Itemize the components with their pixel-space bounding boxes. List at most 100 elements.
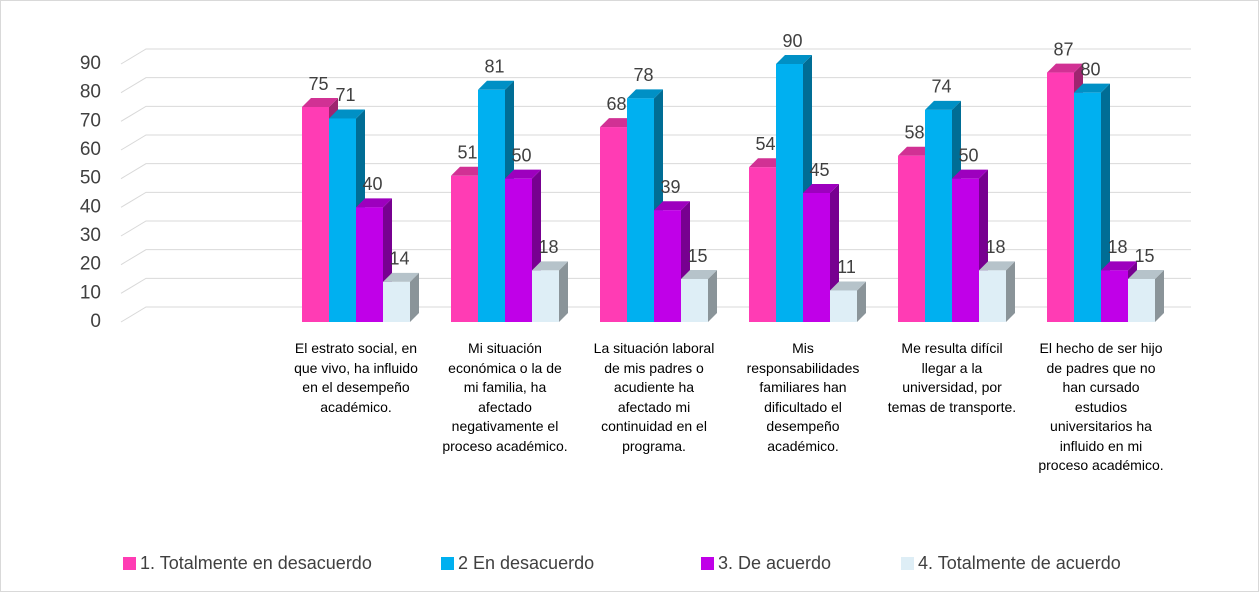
bar-top — [979, 261, 1015, 271]
data-label: 74 — [931, 77, 951, 97]
grid-line — [120, 277, 1191, 294]
data-label: 45 — [809, 160, 829, 180]
bar — [505, 178, 532, 322]
bar-top — [532, 261, 568, 271]
bar-side — [1101, 83, 1110, 323]
data-label: 39 — [660, 177, 680, 197]
x-tick-label: El hecho de ser hijo de padres que no ha… — [1038, 340, 1164, 473]
data-label: 14 — [389, 249, 409, 269]
data-label: 18 — [1107, 237, 1127, 257]
legend-label: 1. Totalmente en desacuerdo — [140, 553, 372, 573]
bar-top — [478, 80, 514, 90]
bar — [979, 270, 1006, 322]
y-tick-label: 80 — [80, 82, 101, 103]
bar-top — [1074, 83, 1110, 93]
bar — [925, 109, 952, 322]
bar — [329, 118, 356, 322]
bar-top — [952, 169, 988, 179]
bar-side — [857, 281, 866, 322]
bar — [1047, 72, 1074, 322]
legend-label: 4. Totalmente de acuerdo — [918, 553, 1121, 573]
bar — [356, 207, 383, 322]
data-label: 71 — [335, 85, 355, 105]
grid-line — [120, 220, 1191, 237]
bar-top — [1101, 261, 1137, 271]
legend-swatch — [441, 557, 454, 570]
bar — [383, 281, 410, 322]
bar — [776, 64, 803, 322]
data-label: 15 — [687, 246, 707, 266]
bar-top — [776, 55, 812, 64]
data-label: 81 — [484, 57, 504, 77]
y-tick-label: 50 — [80, 168, 101, 189]
bar-side — [1006, 261, 1015, 322]
bar — [600, 127, 627, 322]
bar — [952, 178, 979, 322]
x-tick-label: Mis responsabilidades familiares han dif… — [746, 340, 860, 454]
data-label: 15 — [1134, 246, 1154, 266]
data-label: 18 — [985, 237, 1005, 257]
grid-line — [120, 48, 1191, 65]
y-tick-label: 70 — [80, 110, 101, 131]
bar — [451, 175, 478, 322]
y-tick-label: 90 — [80, 53, 101, 74]
bar-top — [1047, 63, 1083, 73]
data-label: 58 — [904, 122, 924, 142]
grid-line — [120, 191, 1191, 208]
bar — [532, 270, 559, 322]
bar — [1101, 270, 1128, 322]
grid-line — [120, 134, 1191, 151]
bar-top — [383, 272, 419, 282]
data-label: 87 — [1053, 39, 1073, 59]
data-label: 68 — [606, 94, 626, 114]
bar-top — [329, 109, 365, 119]
bar — [302, 107, 329, 322]
data-label: 50 — [958, 145, 978, 165]
data-label: 11 — [837, 257, 856, 277]
bar-top — [356, 198, 392, 208]
grid-line — [120, 249, 1191, 266]
data-label: 40 — [362, 174, 382, 194]
bar — [1074, 92, 1101, 323]
bar — [627, 98, 654, 323]
bar — [749, 167, 776, 322]
bar — [654, 210, 681, 322]
bar — [830, 290, 857, 322]
bar-top — [681, 270, 717, 279]
x-tick-label: El estrato social, en que vivo, ha influ… — [294, 340, 418, 415]
bar — [1128, 279, 1155, 322]
bar-side — [410, 272, 419, 322]
legend-swatch — [123, 557, 136, 570]
bar — [803, 193, 830, 322]
bar-top — [505, 169, 541, 179]
grid-line — [120, 163, 1191, 180]
bar-top — [627, 89, 663, 99]
bar-top — [1128, 270, 1164, 279]
bar-side — [1155, 270, 1164, 322]
y-tick-label: 30 — [80, 225, 101, 246]
bar-top — [803, 184, 839, 193]
grid-line — [120, 77, 1191, 94]
bar — [898, 155, 925, 322]
data-label: 18 — [538, 237, 558, 257]
data-label: 50 — [511, 145, 531, 165]
bar-side — [559, 261, 568, 322]
bar — [681, 279, 708, 322]
legend-label: 3. De acuerdo — [718, 553, 831, 573]
x-tick-label: Me resulta difícil llegar a la universid… — [887, 340, 1017, 415]
legend-swatch — [901, 557, 914, 570]
bar-top — [302, 98, 338, 107]
y-tick-label: 20 — [80, 254, 101, 275]
legend-swatch — [701, 557, 714, 570]
bar — [478, 89, 505, 322]
data-label: 90 — [782, 31, 802, 51]
data-label: 54 — [755, 134, 775, 154]
grid-line — [120, 105, 1191, 122]
data-label: 80 — [1080, 59, 1100, 79]
y-tick-label: 60 — [80, 139, 101, 160]
data-label: 51 — [457, 143, 477, 163]
bar-top — [654, 201, 690, 211]
y-tick-label: 40 — [80, 196, 101, 217]
